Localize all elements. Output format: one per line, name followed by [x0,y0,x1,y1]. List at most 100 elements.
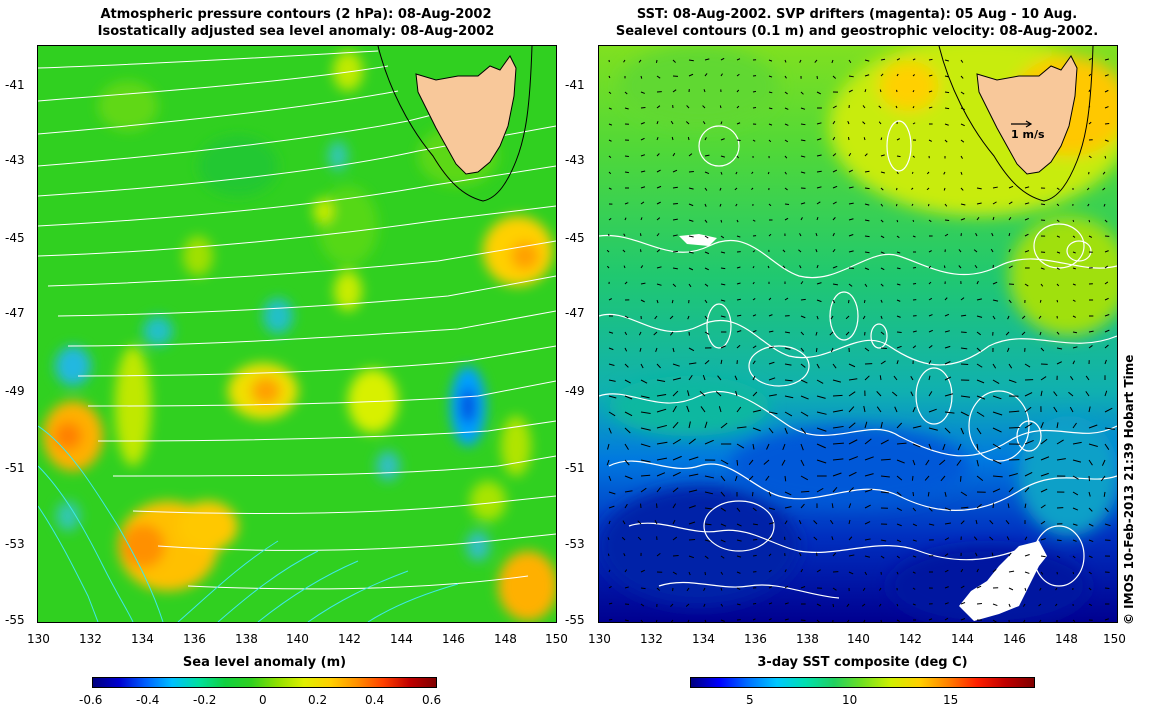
velocity-arrow [959,475,962,482]
velocity-arrow [639,233,642,237]
velocity-arrow [864,438,872,445]
velocity-arrow [912,330,917,333]
velocity-arrow [1104,523,1111,527]
velocity-arrow [688,203,694,207]
velocity-arrow [879,603,882,607]
velocity-arrow [976,503,982,509]
velocity-arrow [656,408,667,413]
velocity-arrow [624,331,628,336]
velocity-arrow [944,91,950,94]
velocity-arrow [912,539,917,542]
velocity-arrow [637,536,642,541]
velocity-arrow [720,507,726,512]
velocity-arrow [1088,539,1094,543]
velocity-arrow [944,376,952,381]
velocity-arrow [1102,171,1106,175]
velocity-arrow [608,123,613,126]
velocity-arrow [784,585,789,589]
velocity-arrow [1055,587,1058,591]
velocity-arrow [912,425,922,429]
velocity-arrow [1072,441,1082,445]
right-y-tick-51: -51 [565,461,585,475]
velocity-arrow [800,411,809,417]
velocity-arrow [1006,347,1010,353]
velocity-arrow [1056,555,1061,559]
velocity-arrow [608,379,616,382]
velocity-arrow [608,602,613,605]
right-x-tick-140: 140 [847,632,870,646]
velocity-arrow [848,169,854,173]
velocity-arrow [992,201,997,205]
velocity-arrow [862,315,866,320]
velocity-arrow [608,475,612,481]
velocity-arrow [845,315,850,320]
velocity-arrow [687,315,690,320]
velocity-arrow [768,75,773,78]
velocity-arrow [1088,571,1092,575]
velocity-arrow [656,424,667,429]
velocity-arrow [672,455,682,461]
velocity-arrow [685,121,690,125]
velocity-arrow [736,330,742,333]
velocity-arrow [784,123,789,126]
velocity-arrow [956,459,962,466]
velocity-arrow [736,282,741,285]
velocity-arrow [800,107,806,110]
velocity-arrow [944,522,951,525]
velocity-arrow [1104,58,1110,61]
velocity-arrow [944,586,949,589]
velocity-arrow [832,409,844,413]
velocity-arrow [864,219,870,222]
velocity-arrow [1056,458,1066,461]
velocity-arrow [640,137,645,141]
velocity-arrow [1039,331,1042,336]
velocity-arrow [672,267,678,270]
velocity-arrow [876,406,882,413]
velocity-arrow [1104,407,1113,413]
velocity-arrow [912,106,915,109]
velocity-arrow [608,171,612,175]
velocity-arrow [720,345,726,349]
velocity-arrow [960,427,965,435]
velocity-arrow [1005,520,1010,525]
velocity-arrow [720,267,726,270]
velocity-arrow [1087,203,1090,207]
velocity-arrow [1006,536,1010,541]
velocity-arrow [784,139,789,143]
velocity-arrow [752,409,762,413]
velocity-arrow [1088,424,1098,429]
velocity-arrow [672,554,679,557]
velocity-arrow [992,619,997,622]
velocity-arrow [1040,520,1046,525]
velocity-arrow [670,603,674,607]
velocity-arrow [831,536,834,541]
velocity-arrow [864,375,870,381]
velocity-arrow [992,379,1000,385]
velocity-arrow [752,250,756,253]
velocity-arrow [640,75,643,79]
velocity-arrow [768,537,773,541]
velocity-arrow [830,347,834,353]
left-x-tick-146: 146 [442,632,465,646]
velocity-arrow [800,155,806,158]
velocity-arrow [624,459,630,466]
velocity-arrow [784,395,794,399]
velocity-arrow [928,58,933,61]
velocity-arrow [608,363,615,367]
velocity-arrow [880,187,884,191]
velocity-arrow [624,217,627,221]
right-x-tick-136: 136 [744,632,767,646]
velocity-arrow [911,171,914,174]
velocity-arrow [958,249,962,253]
velocity-arrow [989,536,994,541]
velocity-arrow [848,363,856,368]
velocity-arrow [960,347,968,350]
velocity-arrow [880,171,885,174]
velocity-arrow [688,362,697,365]
velocity-arrow [784,297,789,301]
velocity-arrow [781,459,786,466]
velocity-arrow [640,443,651,448]
velocity-arrow [688,374,693,381]
velocity-arrow [912,555,917,558]
velocity-arrow [1086,187,1090,191]
